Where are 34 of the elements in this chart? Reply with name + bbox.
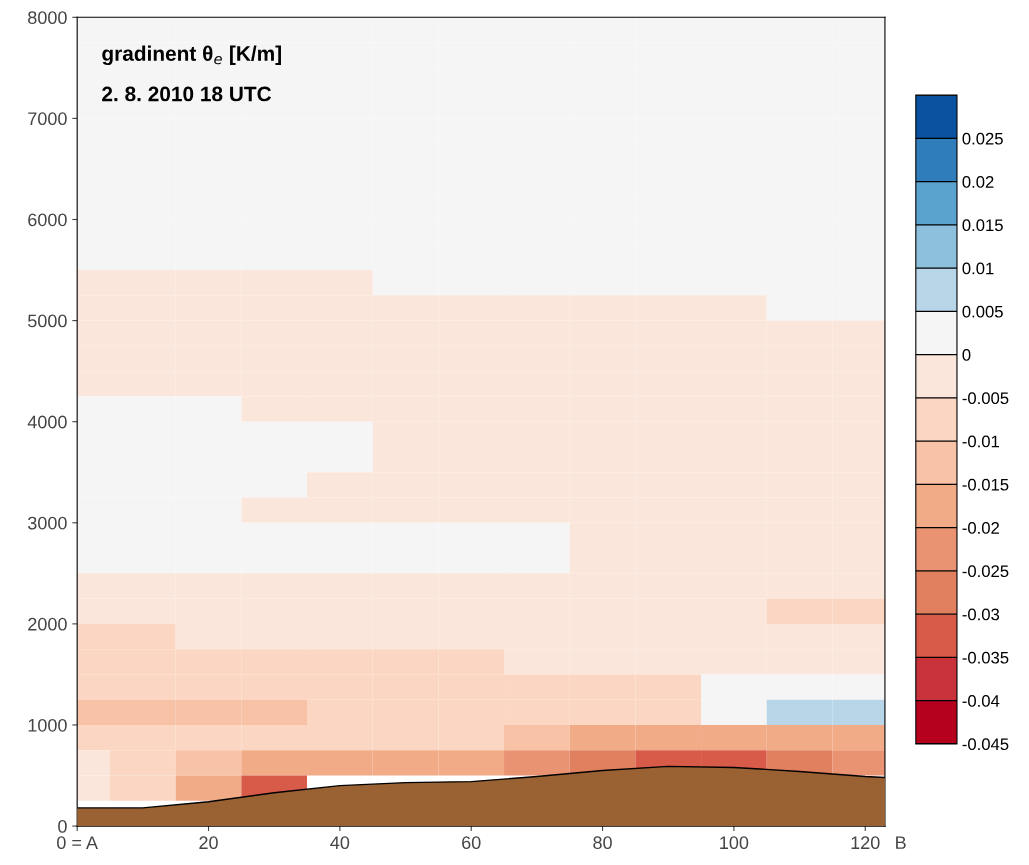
color-bar-label: 0.025: [962, 132, 1003, 145]
color-bar-label: 0.015: [962, 219, 1003, 232]
color-bar-label: -0.04: [962, 695, 1000, 707]
color-bar-label: -0.035: [962, 651, 1009, 664]
y-tick-label: 0: [58, 820, 67, 833]
y-tick-label: 7000: [28, 112, 67, 126]
x-tick-label: 60: [462, 836, 481, 850]
color-bar-label: -0.045: [962, 738, 1009, 751]
y-tick-label: 5000: [28, 314, 67, 328]
color-bar-label: -0.03: [962, 608, 1000, 621]
x-tick-label: 40: [330, 836, 350, 850]
text: gradinent θ$_{e}$ [K/m]: [102, 45, 281, 66]
y-tick-label: 8000: [28, 11, 67, 25]
y-tick-label: 4000: [27, 415, 67, 429]
x-tick-label: 100: [720, 836, 749, 850]
color-bar-label: -0.025: [962, 565, 1009, 578]
color-bar-label: 0.02: [962, 176, 994, 188]
color-bar-label: -0.005: [962, 392, 1009, 405]
x-tick-label: 80: [593, 836, 612, 850]
x-tick-label: 0 = A: [57, 836, 98, 850]
color-bar-label: -0.01: [962, 435, 1000, 448]
color-bar-label: -0.02: [962, 522, 999, 534]
color-bar-label: 0.005: [962, 305, 1003, 318]
x-tick-label: 120: [851, 836, 880, 850]
y-tick-label: 2000: [28, 617, 67, 631]
y-tick-label: 3000: [27, 516, 67, 530]
color-bar-label: -0.015: [962, 478, 1009, 491]
y-tick-label: 1000: [28, 718, 67, 732]
color-bar-label: 0: [962, 349, 971, 361]
color-bar-label: 0.01: [962, 262, 994, 275]
text: B: [896, 836, 906, 849]
y-tick-label: 6000: [28, 213, 67, 227]
text: 2. 8. 2010 18 UTC: [102, 86, 272, 102]
x-tick-label: 20: [199, 836, 218, 850]
